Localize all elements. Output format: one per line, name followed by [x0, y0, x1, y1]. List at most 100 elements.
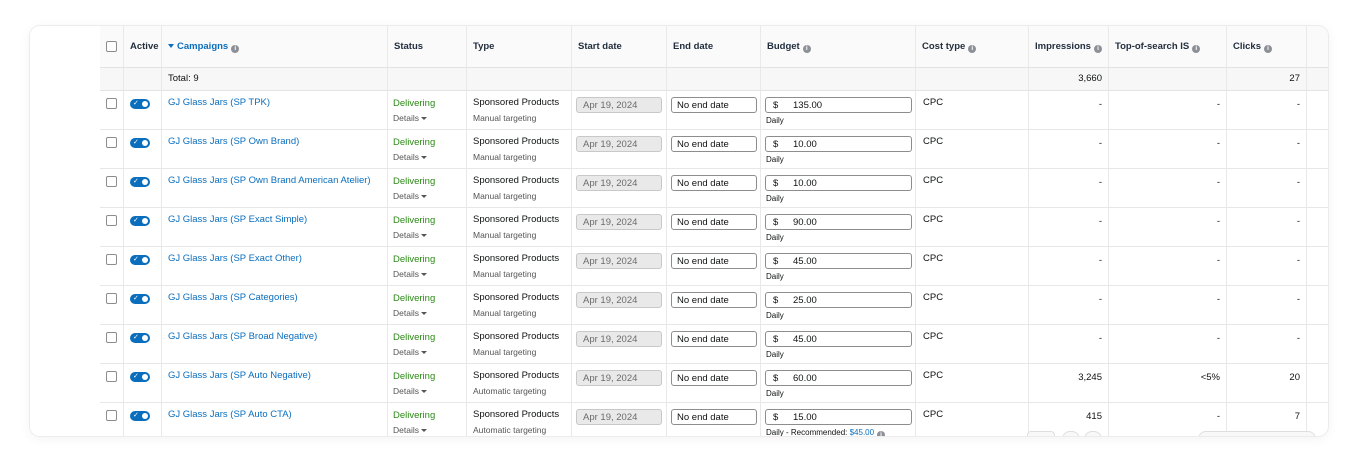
budget-note: Daily - Recommended: $45.00 i [766, 428, 886, 436]
end-date-cell: No end date [667, 208, 761, 246]
details-dropdown[interactable]: Details [393, 230, 427, 240]
header-top-of-search[interactable]: Top-of-search IS i [1115, 41, 1201, 53]
end-date-field[interactable]: No end date [671, 331, 757, 347]
campaign-name-link[interactable]: GJ Glass Jars (SP Auto CTA) [168, 409, 292, 420]
row-checkbox[interactable] [106, 254, 117, 265]
budget-amount: 10.00 [793, 178, 817, 189]
row-checkbox[interactable] [106, 332, 117, 343]
top-of-search-value: - [1216, 216, 1220, 227]
campaign-name-link[interactable]: GJ Glass Jars (SP TPK) [168, 97, 271, 108]
active-toggle[interactable]: ✓ [130, 216, 150, 226]
end-date-field[interactable]: No end date [671, 175, 757, 191]
header-cost-type[interactable]: Cost type i [922, 41, 977, 53]
header-clicks[interactable]: Clicks i [1233, 41, 1272, 53]
top-of-search-value: - [1216, 411, 1220, 422]
header-start-date[interactable]: Start date [578, 41, 622, 52]
budget-input[interactable]: $135.00 [765, 97, 912, 113]
budget-cell: $135.00 Daily [761, 91, 916, 129]
campaign-name-link[interactable]: GJ Glass Jars (SP Exact Simple) [168, 214, 308, 225]
campaign-name-link[interactable]: GJ Glass Jars (SP Categories) [168, 292, 298, 303]
end-date-field[interactable]: No end date [671, 370, 757, 386]
header-budget-label: Budget [767, 41, 800, 52]
info-icon[interactable]: i [968, 45, 977, 53]
header-status[interactable]: Status [394, 41, 424, 52]
campaign-name-link[interactable]: GJ Glass Jars (SP Exact Other) [168, 253, 302, 264]
header-budget[interactable]: Budget i [767, 41, 811, 53]
active-toggle[interactable]: ✓ [130, 99, 150, 109]
info-icon[interactable]: i [1264, 45, 1272, 53]
header-type[interactable]: Type [473, 41, 495, 52]
page-size-select[interactable] [1027, 431, 1055, 436]
start-date-cell: Apr 19, 2024 [572, 364, 667, 402]
row-checkbox[interactable] [106, 410, 117, 421]
details-dropdown[interactable]: Details [393, 347, 427, 357]
campaign-type: Sponsored Products [473, 97, 560, 108]
active-toggle[interactable]: ✓ [130, 294, 150, 304]
row-checkbox[interactable] [106, 176, 117, 187]
campaign-name-link[interactable]: GJ Glass Jars (SP Own Brand) [168, 136, 300, 147]
details-dropdown[interactable]: Details [393, 152, 427, 162]
cost-type: CPC [923, 409, 944, 420]
active-toggle[interactable]: ✓ [130, 255, 150, 265]
go-to-page-control[interactable] [1198, 431, 1316, 436]
active-toggle[interactable]: ✓ [130, 177, 150, 187]
select-all-checkbox[interactable] [106, 41, 117, 52]
budget-input[interactable]: $10.00 [765, 175, 912, 191]
campaign-name-link[interactable]: GJ Glass Jars (SP Broad Negative) [168, 331, 318, 342]
row-checkbox[interactable] [106, 371, 117, 382]
budget-input[interactable]: $10.00 [765, 136, 912, 152]
details-dropdown[interactable]: Details [393, 191, 427, 201]
end-date-field[interactable]: No end date [671, 136, 757, 152]
campaign-name-link[interactable]: GJ Glass Jars (SP Own Brand American Ate… [168, 175, 371, 186]
campaign-name-cell: GJ Glass Jars (SP Own Brand) [162, 130, 388, 168]
active-toggle[interactable]: ✓ [130, 333, 150, 343]
budget-amount: 10.00 [793, 139, 817, 150]
info-icon[interactable]: i [1093, 45, 1102, 53]
header-active[interactable]: Active [130, 41, 159, 52]
budget-input[interactable]: $15.00 [765, 409, 912, 425]
total-label-cell: Total: 9 [162, 68, 388, 90]
row-checkbox[interactable] [106, 98, 117, 109]
header-end-date[interactable]: End date [673, 41, 714, 52]
info-icon[interactable]: i [231, 45, 240, 53]
row-checkbox[interactable] [106, 293, 117, 304]
recommended-budget-link[interactable]: $45.00 [849, 428, 875, 436]
campaigns-table-card: Active Campaigns i Status Type Start date… [30, 26, 1328, 436]
cost-type: CPC [923, 370, 944, 381]
active-toggle[interactable]: ✓ [130, 372, 150, 382]
impressions-cell: - [1029, 325, 1109, 363]
campaign-name-link[interactable]: GJ Glass Jars (SP Auto Negative) [168, 370, 311, 381]
end-date-field[interactable]: No end date [671, 409, 757, 425]
budget-input[interactable]: $45.00 [765, 331, 912, 347]
end-date-field[interactable]: No end date [671, 292, 757, 308]
header-cost-type-cell: Cost type i [916, 26, 1029, 67]
details-dropdown[interactable]: Details [393, 269, 427, 279]
active-toggle[interactable]: ✓ [130, 411, 150, 421]
row-checkbox[interactable] [106, 215, 117, 226]
prev-page-button[interactable] [1062, 431, 1080, 436]
header-impressions[interactable]: Impressions i [1035, 41, 1102, 53]
campaign-type: Sponsored Products [473, 175, 560, 186]
details-dropdown[interactable]: Details [393, 425, 427, 435]
active-toggle[interactable]: ✓ [130, 138, 150, 148]
end-date-field[interactable]: No end date [671, 214, 757, 230]
end-date-field[interactable]: No end date [671, 253, 757, 269]
budget-input[interactable]: $25.00 [765, 292, 912, 308]
row-checkbox[interactable] [106, 137, 117, 148]
clicks-value: - [1296, 99, 1300, 110]
info-icon[interactable]: i [877, 431, 886, 436]
next-page-button[interactable] [1084, 431, 1102, 436]
total-label: Total: 9 [168, 73, 199, 84]
budget-note: Daily [766, 389, 784, 398]
budget-amount: 45.00 [793, 334, 817, 345]
budget-input[interactable]: $45.00 [765, 253, 912, 269]
end-date-field[interactable]: No end date [671, 97, 757, 113]
details-dropdown[interactable]: Details [393, 386, 427, 396]
header-campaigns[interactable]: Campaigns i [168, 41, 240, 53]
budget-input[interactable]: $60.00 [765, 370, 912, 386]
budget-input[interactable]: $90.00 [765, 214, 912, 230]
info-icon[interactable]: i [802, 45, 811, 53]
details-dropdown[interactable]: Details [393, 113, 427, 123]
details-dropdown[interactable]: Details [393, 308, 427, 318]
info-icon[interactable]: i [1192, 45, 1201, 53]
